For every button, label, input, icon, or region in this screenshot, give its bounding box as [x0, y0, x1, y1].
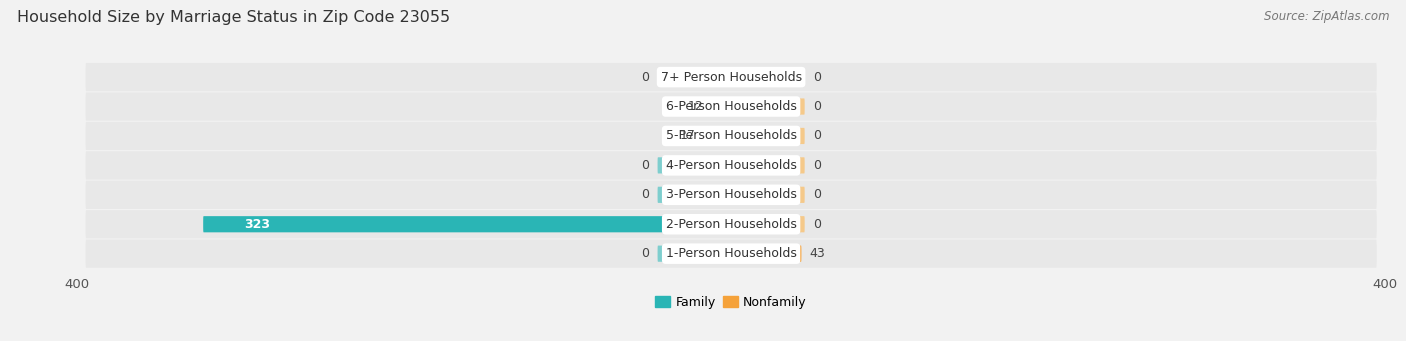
Text: 6-Person Households: 6-Person Households [665, 100, 797, 113]
Text: 43: 43 [810, 247, 825, 260]
FancyBboxPatch shape [86, 122, 1376, 150]
Text: 0: 0 [813, 159, 821, 172]
FancyBboxPatch shape [658, 187, 731, 203]
Text: 5-Person Households: 5-Person Households [665, 130, 797, 143]
Text: Source: ZipAtlas.com: Source: ZipAtlas.com [1264, 10, 1389, 23]
Text: 17: 17 [679, 130, 695, 143]
Text: 323: 323 [245, 218, 270, 231]
Text: 0: 0 [813, 130, 821, 143]
FancyBboxPatch shape [711, 99, 731, 115]
FancyBboxPatch shape [658, 246, 731, 262]
Legend: Family, Nonfamily: Family, Nonfamily [651, 291, 811, 314]
Text: 0: 0 [813, 188, 821, 201]
Text: 0: 0 [813, 71, 821, 84]
Text: 0: 0 [641, 159, 650, 172]
FancyBboxPatch shape [703, 128, 731, 144]
FancyBboxPatch shape [86, 63, 1376, 91]
Text: 0: 0 [641, 247, 650, 260]
Text: 2-Person Households: 2-Person Households [665, 218, 797, 231]
Text: 7+ Person Households: 7+ Person Households [661, 71, 801, 84]
FancyBboxPatch shape [658, 69, 731, 85]
FancyBboxPatch shape [731, 246, 801, 262]
Text: 4-Person Households: 4-Person Households [665, 159, 797, 172]
FancyBboxPatch shape [86, 239, 1376, 268]
FancyBboxPatch shape [731, 216, 804, 232]
FancyBboxPatch shape [731, 99, 804, 115]
FancyBboxPatch shape [658, 157, 731, 174]
FancyBboxPatch shape [204, 216, 731, 232]
FancyBboxPatch shape [86, 92, 1376, 121]
FancyBboxPatch shape [731, 69, 804, 85]
Text: 0: 0 [641, 188, 650, 201]
FancyBboxPatch shape [86, 151, 1376, 179]
Text: 0: 0 [641, 71, 650, 84]
Text: 0: 0 [813, 218, 821, 231]
FancyBboxPatch shape [731, 128, 804, 144]
Text: 1-Person Households: 1-Person Households [665, 247, 797, 260]
FancyBboxPatch shape [731, 157, 804, 174]
FancyBboxPatch shape [86, 210, 1376, 238]
FancyBboxPatch shape [86, 181, 1376, 209]
Text: 0: 0 [813, 100, 821, 113]
FancyBboxPatch shape [731, 187, 804, 203]
Text: 12: 12 [688, 100, 703, 113]
Text: Household Size by Marriage Status in Zip Code 23055: Household Size by Marriage Status in Zip… [17, 10, 450, 25]
Text: 3-Person Households: 3-Person Households [665, 188, 797, 201]
